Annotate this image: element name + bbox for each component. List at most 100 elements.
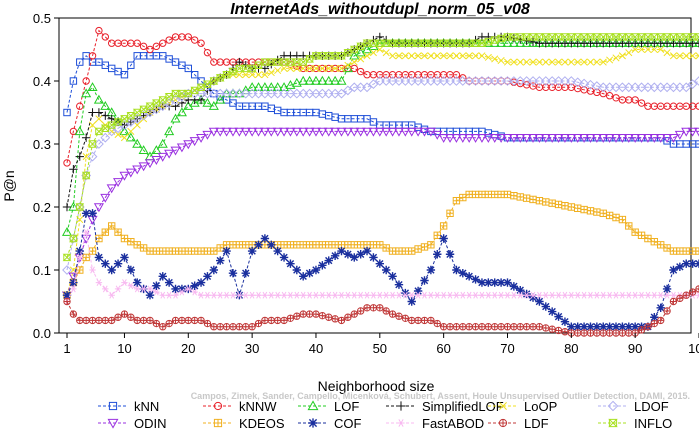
data-point: [158, 272, 167, 281]
data-point: [356, 241, 365, 249]
data-point: [279, 88, 289, 99]
data-point: [485, 291, 492, 299]
data-point-detail: [491, 323, 498, 330]
data-point: [657, 291, 664, 299]
data-point: [152, 281, 161, 290]
data-point: [592, 322, 602, 331]
y-tick-label: 0.1: [33, 263, 51, 278]
data-point: [344, 241, 352, 249]
data-point: [444, 134, 456, 143]
data-point: [133, 121, 141, 129]
data-point: [132, 138, 143, 148]
data-point: [310, 75, 322, 85]
data-point: [292, 265, 302, 275]
data-point: [100, 193, 111, 203]
data-point: [607, 400, 619, 412]
data-point: [381, 265, 391, 275]
data-point: [688, 259, 697, 268]
data-point-detail: [465, 323, 473, 330]
data-point: [675, 262, 685, 272]
data-point: [68, 234, 78, 243]
data-point: [247, 82, 258, 91]
data-point: [535, 197, 544, 205]
data-point: [484, 278, 493, 287]
legend-item-fastabod: FastABOD: [386, 416, 484, 431]
data-point: [113, 178, 124, 188]
data-point: [586, 58, 595, 66]
x-tick-label: 80: [564, 341, 578, 356]
data-point: [523, 291, 530, 299]
data-point: [406, 76, 417, 86]
data-point: [202, 97, 213, 107]
data-point: [133, 39, 141, 47]
data-point-detail: [517, 323, 524, 330]
data-point-detail: [191, 317, 198, 324]
data-point: [579, 134, 590, 143]
data-point: [490, 278, 499, 287]
data-point: [164, 149, 175, 159]
data-point: [517, 291, 524, 299]
data-point: [120, 134, 129, 142]
data-point: [465, 291, 473, 299]
data-point: [293, 291, 301, 299]
data-point: [573, 322, 582, 331]
data-point: [446, 209, 454, 217]
x-tick-label: 10: [117, 341, 131, 356]
data-point: [203, 247, 212, 255]
data-point-detail: [689, 288, 696, 296]
data-point: [62, 265, 72, 275]
data-point: [165, 36, 173, 44]
data-point: [547, 307, 557, 316]
data-point: [368, 79, 379, 90]
data-point: [496, 278, 506, 287]
data-point: [548, 199, 556, 207]
data-point: [503, 190, 512, 199]
data-point-detail: [178, 317, 186, 324]
data-point-detail: [63, 298, 71, 305]
legend: kNN kNNW LOF SimplifiedLOF LoOP LDOF ODIN KDEOS…: [98, 399, 672, 431]
data-point: [101, 61, 110, 69]
data-point: [285, 127, 296, 137]
data-point: [157, 152, 168, 162]
data-point-detail: [236, 323, 243, 330]
data-point-detail: [134, 317, 141, 324]
data-point: [619, 291, 626, 299]
data-point: [152, 42, 161, 51]
data-point: [120, 71, 129, 79]
data-point: [433, 231, 441, 240]
data-point: [623, 134, 634, 143]
data-point: [140, 285, 147, 293]
data-point-detail: [542, 324, 549, 332]
data-point: [478, 52, 486, 60]
series-odin: [61, 127, 699, 301]
data-point: [681, 127, 692, 137]
data-point: [446, 52, 454, 60]
data-point: [268, 291, 275, 299]
data-point-detail: [76, 317, 83, 324]
data-point: [682, 259, 691, 268]
data-point: [611, 322, 621, 331]
data-point: [655, 82, 666, 93]
data-point: [508, 76, 519, 86]
data-point: [393, 127, 405, 137]
data-point: [236, 291, 243, 299]
data-point: [101, 33, 110, 41]
data-point: [547, 134, 558, 143]
data-point: [502, 76, 513, 86]
data-point: [69, 77, 78, 85]
data-point: [523, 58, 531, 66]
data-point: [681, 82, 692, 93]
data-point-detail: [485, 323, 492, 330]
data-point: [572, 134, 583, 143]
data-point: [452, 197, 461, 205]
data-point-detail: [510, 323, 518, 330]
data-point: [81, 171, 91, 180]
data-point-detail: [434, 320, 441, 327]
y-tick-label: 0.3: [33, 137, 51, 152]
data-point: [489, 76, 500, 86]
data-point: [445, 76, 455, 86]
series-cof: [62, 209, 699, 331]
data-point: [356, 250, 365, 259]
data-point: [274, 66, 282, 75]
data-point: [515, 37, 526, 47]
